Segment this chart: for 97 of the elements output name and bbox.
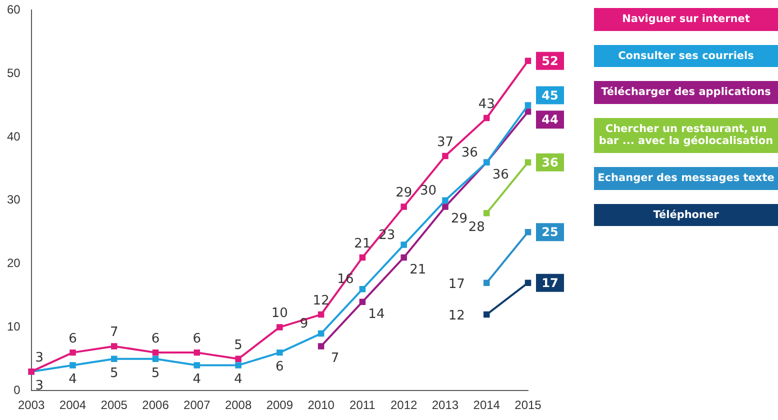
point bbox=[235, 356, 242, 362]
data-label: 4 bbox=[192, 372, 202, 388]
data-label: 43 bbox=[478, 96, 495, 112]
point bbox=[276, 324, 283, 330]
point bbox=[111, 356, 118, 362]
data-label: 5 bbox=[110, 366, 118, 381]
point bbox=[152, 356, 159, 362]
data-label: 3 bbox=[35, 350, 44, 366]
x-tick-label: 2006 bbox=[142, 398, 170, 412]
data-label: 9 bbox=[300, 316, 308, 332]
x-tick-label: 2004 bbox=[59, 398, 86, 412]
point bbox=[524, 102, 532, 108]
y-tick-label: 60 bbox=[6, 2, 21, 17]
x-tick-label: 2008 bbox=[224, 398, 252, 412]
x-tick-label: 2003 bbox=[18, 398, 46, 412]
point bbox=[524, 228, 532, 236]
x-tick-label: 2005 bbox=[100, 398, 128, 412]
x-tick-label: 2007 bbox=[184, 398, 211, 412]
point bbox=[483, 280, 490, 286]
x-tick-label: 2009 bbox=[266, 398, 294, 412]
point bbox=[442, 197, 448, 204]
data-label: 36 bbox=[461, 145, 478, 160]
data-label: 6 bbox=[151, 332, 160, 347]
data-label: 21 bbox=[354, 236, 371, 252]
text: Téléphoner bbox=[594, 204, 778, 226]
x-tick-label: 2010 bbox=[308, 398, 335, 412]
text: Naviguer sur internet bbox=[594, 8, 778, 31]
x-tick-label: 2011 bbox=[350, 398, 376, 412]
data-label: 23 bbox=[378, 228, 396, 243]
point bbox=[483, 311, 490, 318]
text: Echanger des messages texte bbox=[594, 166, 778, 190]
point bbox=[524, 159, 532, 166]
point bbox=[359, 298, 366, 305]
data-label: 29 bbox=[396, 186, 412, 201]
data-label: 52 bbox=[542, 54, 558, 68]
data-label: 14 bbox=[368, 306, 385, 322]
point bbox=[442, 152, 448, 160]
data-label: 4 bbox=[234, 372, 242, 388]
data-label: 7 bbox=[110, 325, 118, 340]
data-label: 29 bbox=[450, 212, 468, 227]
point bbox=[483, 114, 490, 122]
point bbox=[442, 204, 448, 210]
point bbox=[400, 242, 407, 248]
data-label: 30 bbox=[420, 183, 436, 198]
data-label: 17 bbox=[448, 276, 465, 292]
data-label: 45 bbox=[542, 88, 558, 102]
point bbox=[524, 58, 532, 64]
point bbox=[524, 280, 532, 286]
x-tick-label: 2015 bbox=[514, 398, 542, 412]
y-tick-label: 40 bbox=[6, 129, 21, 144]
data-label: 6 bbox=[192, 332, 202, 347]
text: Télécharger des applications bbox=[594, 81, 778, 104]
point bbox=[400, 204, 407, 210]
data-label: 44 bbox=[542, 112, 558, 127]
data-label: 3 bbox=[35, 378, 44, 394]
text: Chercher un restaurant, un bar ... avec la géolocalisation bbox=[594, 118, 778, 153]
point bbox=[111, 343, 118, 350]
data-label: 21 bbox=[410, 262, 426, 278]
data-label: 25 bbox=[542, 225, 558, 240]
point bbox=[318, 311, 324, 318]
data-label: 37 bbox=[436, 135, 454, 150]
data-label: 17 bbox=[542, 276, 558, 290]
data-label: 5 bbox=[234, 338, 242, 353]
y-tick-label: 10 bbox=[6, 320, 21, 334]
y-tick-label: 50 bbox=[6, 66, 21, 80]
point bbox=[318, 343, 324, 350]
data-label: 6 bbox=[68, 332, 77, 347]
point bbox=[359, 286, 366, 292]
data-label: 7 bbox=[330, 351, 340, 366]
point bbox=[152, 349, 159, 356]
point bbox=[400, 254, 407, 261]
point bbox=[70, 349, 76, 356]
point bbox=[276, 349, 283, 356]
data-label: 4 bbox=[68, 372, 77, 388]
point bbox=[194, 349, 200, 356]
point bbox=[235, 362, 242, 368]
point bbox=[70, 362, 76, 368]
text: Consulter ses courriels bbox=[594, 44, 778, 68]
data-label: 36 bbox=[542, 155, 558, 170]
x-tick-label: 2014 bbox=[473, 398, 500, 412]
point bbox=[524, 108, 532, 115]
x-tick-label: 2013 bbox=[432, 398, 459, 412]
point bbox=[483, 210, 490, 216]
y-tick-label: 20 bbox=[6, 256, 21, 270]
x-tick-label: 2012 bbox=[390, 398, 418, 412]
data-label: 5 bbox=[151, 366, 160, 381]
data-label: 12 bbox=[312, 294, 330, 309]
point bbox=[359, 254, 366, 261]
y-tick-label: 0 bbox=[14, 382, 21, 397]
point bbox=[318, 330, 324, 337]
data-label: 6 bbox=[276, 360, 284, 375]
data-label: 12 bbox=[448, 308, 465, 324]
data-label: 10 bbox=[271, 306, 288, 322]
data-label: 36 bbox=[492, 167, 509, 182]
data-label: 28 bbox=[468, 220, 485, 236]
point bbox=[194, 362, 200, 368]
y-tick-label: 30 bbox=[6, 192, 21, 207]
